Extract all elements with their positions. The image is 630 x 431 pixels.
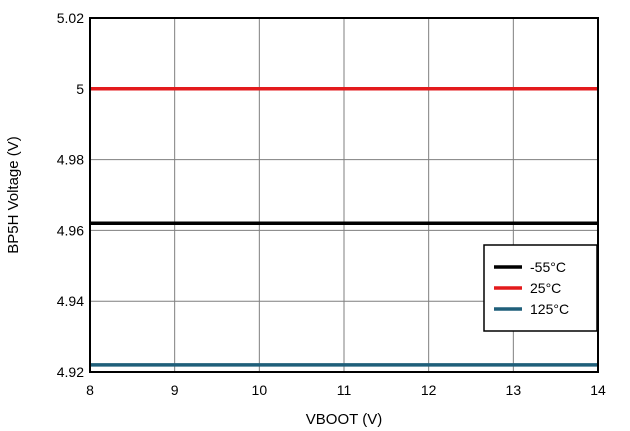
x-tick-label: 13	[506, 382, 522, 398]
x-tick-label: 14	[590, 382, 606, 398]
y-axis-title: BP5H Voltage (V)	[5, 136, 22, 254]
y-tick-label: 5	[76, 81, 84, 97]
plot-frame	[89, 17, 599, 373]
y-tick-label: 4.92	[57, 364, 84, 380]
x-tick-labels: 8 9 10 11 12 13 14	[86, 382, 606, 398]
x-tick-label: 11	[337, 382, 352, 398]
legend-label: -55°C	[530, 259, 566, 275]
x-axis-title: VBOOT (V)	[306, 411, 382, 428]
series-lines	[90, 87, 598, 367]
y-tick-label: 5.02	[57, 10, 84, 26]
x-tick-label: 9	[171, 382, 179, 398]
legend: -55°C 25°C 125°C	[483, 244, 598, 332]
y-tick-label: 4.96	[57, 222, 84, 238]
y-tick-label: 4.94	[57, 293, 84, 309]
x-tick-label: 8	[86, 382, 94, 398]
y-tick-labels: 4.92 4.94 4.96 4.98 5 5.02	[57, 10, 84, 380]
x-tick-label: 12	[421, 382, 437, 398]
legend-label: 25°C	[530, 280, 561, 296]
y-tick-label: 4.98	[57, 152, 84, 168]
legend-label: 125°C	[530, 301, 569, 317]
x-tick-label: 10	[252, 382, 268, 398]
